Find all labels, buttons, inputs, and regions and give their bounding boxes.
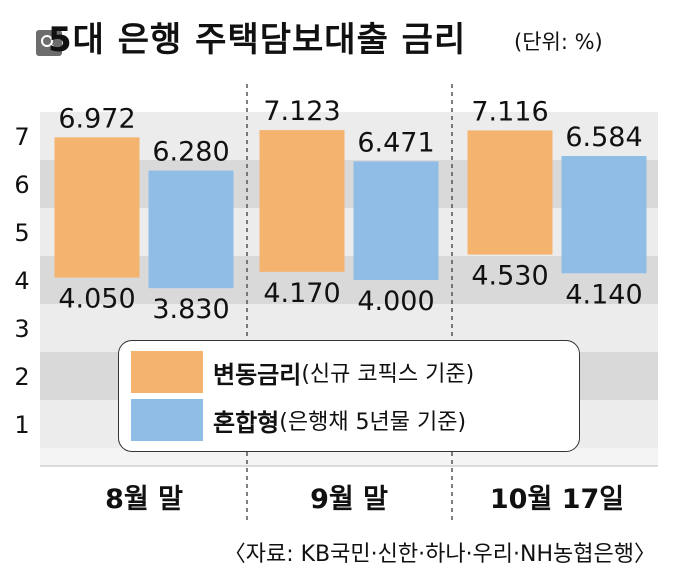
- chart-title: 5대 은행 주택담보대출 금리: [48, 20, 467, 60]
- data-label-high: 6.280: [152, 137, 229, 168]
- y-tick-label: 1: [14, 411, 29, 439]
- y-tick-label: 4: [14, 267, 29, 295]
- unit-label: (단위: %): [514, 30, 603, 54]
- bar-mixed: [353, 161, 439, 280]
- data-label-high: 7.123: [263, 96, 340, 127]
- data-label-high: 7.116: [471, 96, 548, 127]
- legend-desc-mixed: (은행채 5년물 기준): [279, 410, 467, 435]
- title-bar: 5대 은행 주택담보대출 금리 (단위: %): [0, 0, 674, 70]
- legend: 변동금리 (신규 코픽스 기준) 혼합형 (은행채 5년물 기준): [118, 340, 580, 452]
- y-tick-label: 2: [14, 363, 29, 391]
- grid-band: [40, 112, 658, 160]
- data-label-high: 6.471: [357, 127, 434, 158]
- legend-item-variable: 변동금리 (신규 코픽스 기준): [131, 351, 474, 393]
- x-category-label: 10월 17일: [490, 484, 624, 515]
- data-label-high: 6.972: [58, 103, 135, 134]
- y-tick-label: 6: [14, 171, 29, 199]
- data-label-low: 4.170: [263, 278, 340, 309]
- legend-name-mixed: 혼합형: [213, 408, 280, 437]
- bar-variable: [467, 130, 553, 255]
- grid-band: [40, 208, 658, 256]
- legend-item-mixed: 혼합형 (은행채 5년물 기준): [131, 399, 466, 441]
- data-label-low: 4.140: [565, 279, 642, 310]
- y-tick-label: 7: [14, 123, 29, 151]
- grid-band: [40, 448, 658, 466]
- y-tick-label: 5: [14, 219, 29, 247]
- legend-name-variable: 변동금리: [213, 360, 302, 389]
- data-label-low: 3.830: [152, 294, 229, 325]
- legend-swatch-variable: [131, 351, 203, 393]
- data-label-low: 4.000: [357, 286, 434, 317]
- legend-swatch-mixed: [131, 399, 203, 441]
- data-label-low: 4.050: [58, 284, 135, 315]
- source-note: 〈자료: KB국민·신한·하나·우리·NH농협은행〉: [223, 542, 656, 567]
- grid-band: [40, 160, 658, 208]
- bar-variable: [259, 130, 345, 272]
- x-category-label: 8월 말: [105, 484, 183, 515]
- bar-mixed: [148, 170, 234, 289]
- bar-mixed: [561, 155, 647, 274]
- data-label-high: 6.584: [565, 122, 642, 153]
- bar-variable: [54, 137, 140, 278]
- search-icon[interactable]: [36, 30, 62, 56]
- y-tick-label: 3: [14, 315, 29, 343]
- grid-band: [40, 256, 658, 304]
- data-label-low: 4.530: [471, 261, 548, 292]
- legend-desc-variable: (신규 코픽스 기준): [301, 362, 475, 387]
- x-category-label: 9월 말: [310, 484, 388, 515]
